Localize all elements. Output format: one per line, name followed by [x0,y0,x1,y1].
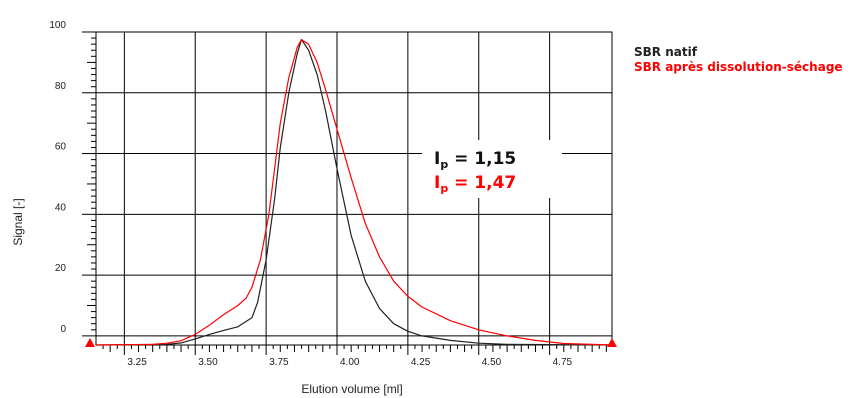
axis-end-markers [85,338,617,347]
x-tick-label: 3.50 [198,357,218,368]
legend-entry: SBR après dissolution-séchage [634,60,843,74]
y-tick-label: 20 [55,263,67,274]
x-axis-title: Elution volume [ml] [301,382,402,396]
x-tick-label: 4.25 [411,357,431,368]
annotation-background [422,140,562,198]
y-tick-label: 40 [55,202,67,213]
annotation-text: Ip = 1,47 [434,173,516,195]
x-tick-label: 4.00 [340,357,360,368]
y-tick-label: 80 [55,81,67,92]
y-axis-title: Signal [-] [11,198,25,245]
x-tick-label: 4.50 [482,357,502,368]
right-range-marker [607,338,617,347]
plot-border [95,31,613,346]
plot-frame [95,31,613,346]
annotation-text: Ip = 1,15 [434,149,516,171]
y-tick-label: 0 [60,324,66,335]
x-tick-label: 3.75 [269,357,289,368]
series-line-sbr-dissolution [95,39,613,346]
y-tick-label: 100 [49,20,66,31]
series-layer [95,39,613,346]
minor-ticks [82,31,607,355]
x-tick-label: 3.25 [127,357,147,368]
x-tick-label: 4.75 [553,357,573,368]
left-range-marker [85,338,95,347]
y-tick-labels: 0 20 40 60 80 100 [49,20,66,335]
y-tick-label: 60 [55,142,67,153]
x-tick-labels: 3.25 3.50 3.75 4.00 4.25 4.50 4.75 [127,357,572,368]
legend-entry: SBR natif [634,45,698,59]
